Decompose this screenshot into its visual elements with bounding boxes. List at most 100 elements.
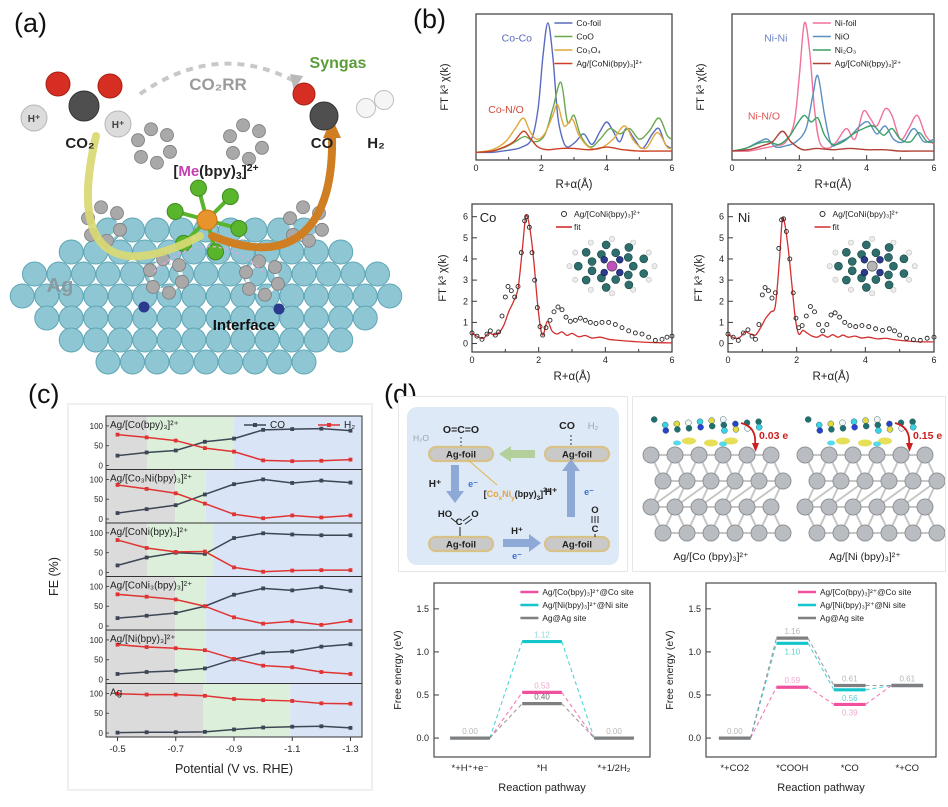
ag-foil-label: Ag-foil	[446, 540, 476, 551]
ag-atom	[218, 261, 243, 287]
pathway-connector	[750, 637, 777, 739]
carbon-ring-atom	[271, 276, 285, 291]
electron-label: e⁻	[512, 551, 522, 561]
y-tick-label: 0	[99, 569, 104, 578]
data-marker	[505, 284, 511, 289]
molecule-atom	[673, 420, 681, 428]
value-label: 0.61	[899, 675, 915, 684]
graphic	[587, 286, 594, 293]
graphic: Ni	[502, 489, 511, 499]
interface-label: Interface	[213, 317, 276, 334]
data-marker	[319, 533, 324, 538]
data-marker	[537, 324, 543, 330]
legend-label: Ag/[CoNi(bpy)₃]²⁺	[574, 209, 641, 219]
y-tick-label: 50	[94, 602, 103, 611]
chart-faradaic-efficiency-stack: FE (%) 0 50 100 Ag/[Co(bpy)₃]²⁺ CO H₂ 0 50 100 Ag/…	[47, 403, 373, 791]
legend-label: Ag@Ag site	[542, 613, 586, 623]
h2-product-label: H₂	[588, 421, 599, 432]
ag-atom	[316, 261, 341, 287]
data-marker	[261, 458, 266, 463]
data-marker	[492, 332, 498, 338]
graphic	[462, 515, 471, 522]
data-marker	[232, 536, 236, 540]
data-marker	[290, 649, 295, 654]
data-marker	[202, 693, 207, 698]
carbon-ring-atom	[172, 258, 186, 272]
category-label: *CO	[841, 763, 859, 774]
data-marker	[232, 436, 236, 441]
data-marker	[144, 450, 149, 455]
ag-atom	[107, 283, 133, 309]
region-shading	[205, 576, 362, 630]
data-marker	[115, 432, 120, 437]
molecule-atom	[732, 426, 740, 433]
data-marker	[115, 691, 120, 696]
cooh-c: C	[456, 517, 463, 528]
ag-atom	[303, 305, 329, 331]
data-marker	[551, 309, 557, 315]
y-tick-label: 4	[463, 254, 468, 264]
data-marker	[144, 594, 149, 599]
data-marker	[563, 314, 569, 320]
data-marker	[873, 326, 879, 332]
legend-label: Ag/[CoNi(bpy)₃]²⁺	[833, 209, 900, 219]
data-marker	[348, 513, 353, 518]
nitrogen-atom	[273, 303, 285, 315]
data-marker	[479, 336, 485, 342]
data-marker	[730, 334, 736, 340]
ag-atom	[107, 327, 133, 353]
molecule-atom	[851, 423, 858, 431]
proton-label: H⁺	[28, 114, 41, 125]
data-marker	[173, 550, 178, 554]
data-marker	[319, 568, 324, 573]
ag-atom	[132, 327, 158, 353]
data-marker	[144, 555, 149, 560]
molecule-atom	[828, 426, 835, 433]
graphic	[616, 268, 624, 277]
graphic	[630, 239, 637, 246]
graphic	[628, 261, 638, 271]
peak-annotation: Ni-N/O	[748, 110, 780, 122]
data-marker	[173, 692, 178, 697]
y-axis-label: Free energy (eV)	[392, 630, 404, 709]
graphic	[609, 290, 615, 297]
graphic	[899, 269, 909, 278]
graphic	[67, 403, 373, 791]
graphic	[906, 276, 912, 283]
graphic	[611, 275, 620, 284]
data-marker	[735, 337, 741, 343]
graphic	[862, 283, 871, 292]
molecule-atom	[804, 416, 812, 423]
legend-label: Ag/[Co(bpy)₃]²⁺@Co site	[820, 587, 912, 597]
graphic	[581, 247, 591, 257]
data-marker	[886, 326, 892, 332]
ag-atom	[193, 261, 219, 287]
data-marker	[232, 449, 236, 454]
ag-atom	[642, 498, 660, 516]
ag-atom	[83, 305, 109, 331]
carbon-ring-atom	[143, 263, 157, 278]
data-marker	[534, 305, 540, 311]
data-marker	[319, 515, 324, 520]
legend-label: Ag/[Co(bpy)₃]²⁺@Co site	[542, 587, 634, 597]
molecule-atom	[862, 417, 869, 424]
molecule-atom	[732, 420, 739, 428]
data-marker	[232, 615, 236, 620]
graphic	[890, 239, 897, 246]
x-axis-label: R+α(Å)	[813, 370, 850, 383]
molecule-atom	[674, 426, 681, 433]
data-marker	[577, 315, 583, 321]
data-marker	[115, 563, 120, 568]
graphic	[869, 290, 876, 297]
connector-line	[466, 458, 498, 486]
data-marker	[261, 427, 266, 432]
legend-label: CoO	[576, 32, 594, 42]
x-tick-label: 4	[863, 355, 868, 365]
y-tick-label: 50	[94, 709, 103, 718]
data-marker	[261, 477, 266, 482]
molecule-atom	[685, 419, 692, 427]
molecule-atom	[815, 421, 823, 429]
y-tick-label: 6	[463, 212, 468, 222]
ag-atom	[820, 446, 838, 464]
graphic: [	[173, 163, 178, 180]
